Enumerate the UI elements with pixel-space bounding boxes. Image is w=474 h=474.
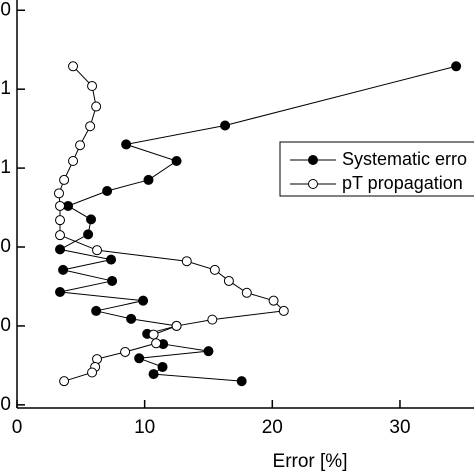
y-tick-label: 1 [0,78,11,99]
y-tick-label: 0 [0,394,11,415]
data-point [278,305,289,316]
data-point [151,338,162,349]
data-point [59,174,70,185]
data-point [134,353,145,364]
data-point [86,214,97,225]
legend-marker [308,179,318,189]
data-point [203,346,214,357]
data-point [87,367,98,378]
data-point [83,229,94,240]
legend-label: pT propagation [342,173,463,193]
x-tick-label: 10 [134,417,155,438]
data-point [126,313,137,324]
x-tick-label: 30 [389,417,410,438]
data-point [268,295,279,306]
data-point [157,361,168,372]
data-point [107,275,118,286]
y-tick-label: 0 [0,315,11,336]
y-tick-label: 1 [0,157,11,178]
data-point [85,121,96,132]
data-point [120,346,131,357]
data-point [451,61,462,72]
data-point [171,155,182,166]
data-point [241,287,252,298]
data-point [236,376,247,387]
data-point [220,120,231,131]
data-point [148,329,159,340]
data-point [223,275,234,286]
data-point [87,81,98,92]
legend-marker [308,155,318,165]
data-point [58,264,69,275]
x-axis-title: Error [%] [273,451,348,472]
series-line [58,65,457,382]
data-point [91,305,102,316]
data-point [207,314,218,325]
legend: Systematic erro pT propagation [279,141,474,197]
data-point [75,140,86,151]
data-point [121,139,132,150]
data-point [91,101,102,112]
data-point [181,256,192,267]
y-tick-label: 0 [0,236,11,257]
data-point [209,264,220,275]
data-point [106,254,117,265]
data-point [143,174,154,185]
data-point [68,61,79,72]
data-point [55,215,66,226]
data-point [68,155,79,166]
data-point [138,295,149,306]
data-point [53,188,64,199]
data-point [55,244,66,255]
data-point [148,369,159,380]
legend-label: Systematic erro [342,149,467,169]
x-tick-label: 20 [262,417,283,438]
data-point [55,200,66,211]
data-point [59,376,70,387]
data-point [92,245,103,256]
y-tick-label: 0 [0,0,11,20]
plot-area [53,61,462,387]
data-point [102,185,113,196]
data-point [55,230,66,241]
x-tick-label: 0 [12,417,23,438]
data-point [171,320,182,331]
data-point [55,286,66,297]
